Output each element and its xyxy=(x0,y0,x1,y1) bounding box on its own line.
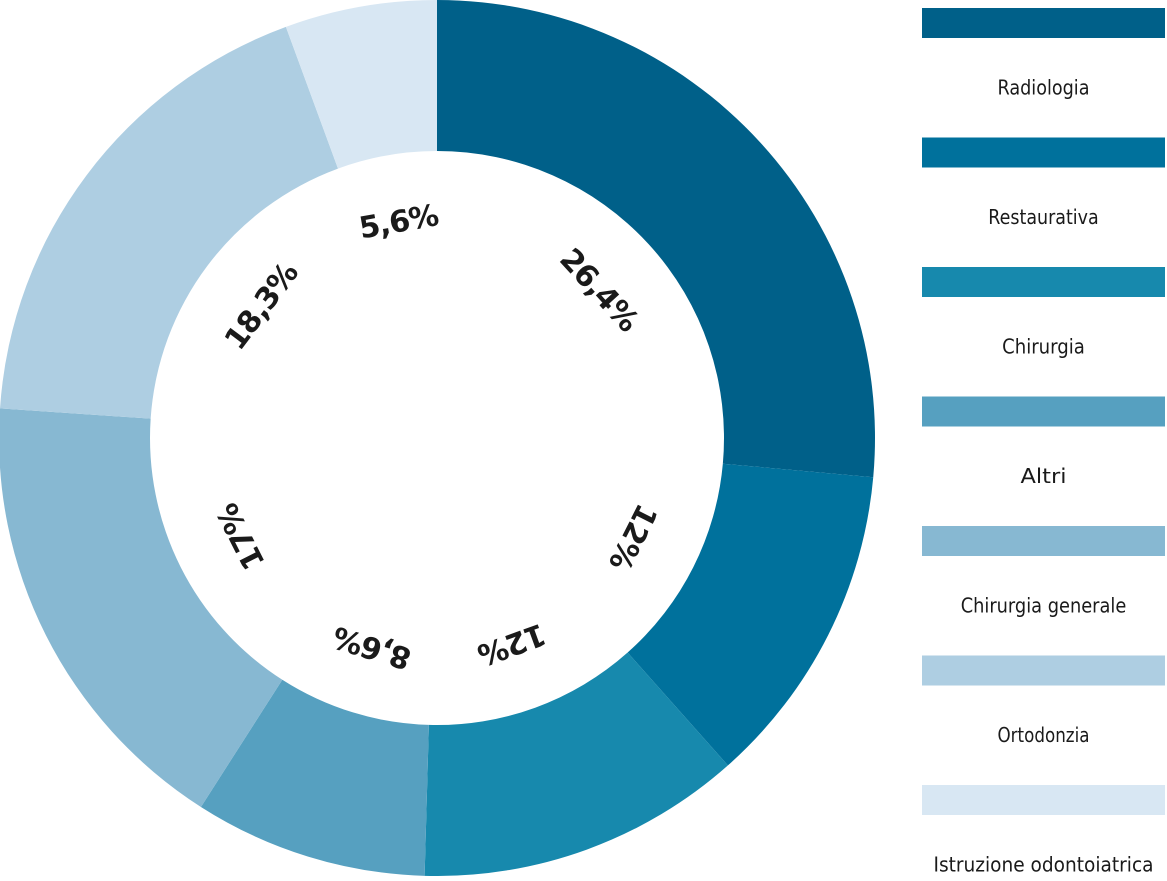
donut-slices xyxy=(0,0,875,876)
slice-label-chirurgia-generale: 17% xyxy=(210,497,273,575)
legend-label-chirurgia: Chirurgia xyxy=(1002,335,1085,359)
slice-label-altri: 8,6% xyxy=(329,619,416,676)
slice-istruzione-odontoiatrica xyxy=(285,0,437,169)
legend-label-ortodonzia: Ortodonzia xyxy=(998,723,1090,747)
legend-swatch-chirurgia-generale xyxy=(922,526,1165,556)
slice-chirurgia-generale xyxy=(0,408,283,807)
slice-label-restaurativa: 12% xyxy=(601,498,664,576)
slice-radiologia xyxy=(437,0,875,478)
slice-ortodonzia xyxy=(0,26,338,419)
legend-label-restaurativa: Restaurativa xyxy=(988,205,1098,229)
legend-label-chirurgia-generale: Chirurgia generale xyxy=(961,594,1127,618)
legend: Radiologia Restaurativa Chirurgia Altri Chir… xyxy=(922,8,1165,877)
slice-chirurgia xyxy=(424,652,728,876)
legend-swatch-ortodonzia xyxy=(922,655,1165,686)
slice-label-istruzione-odontoiatrica: 5,6% xyxy=(357,198,442,246)
legend-label-altri: Altri xyxy=(1021,464,1067,488)
legend-swatch-radiologia xyxy=(922,8,1165,38)
slice-label-radiologia: 26,4% xyxy=(552,242,645,339)
legend-label-istruzione-odontoiatrica: Istruzione odontoiatrica xyxy=(934,853,1154,877)
slice-restaurativa xyxy=(627,463,874,766)
legend-swatch-istruzione-odontoiatrica xyxy=(922,785,1165,815)
legend-label-radiologia: Radiologia xyxy=(998,76,1090,100)
slice-label-chirurgia: 12% xyxy=(473,616,551,673)
legend-swatch-chirurgia xyxy=(922,267,1165,297)
slice-labels: 26,4% 12% 12% 8,6% 17% 18,3% 5,6% xyxy=(210,198,664,676)
slice-altri xyxy=(200,679,429,876)
legend-swatch-restaurativa xyxy=(922,137,1165,168)
slice-label-ortodonzia: 18,3% xyxy=(218,256,306,357)
legend-swatch-altri xyxy=(922,396,1165,427)
